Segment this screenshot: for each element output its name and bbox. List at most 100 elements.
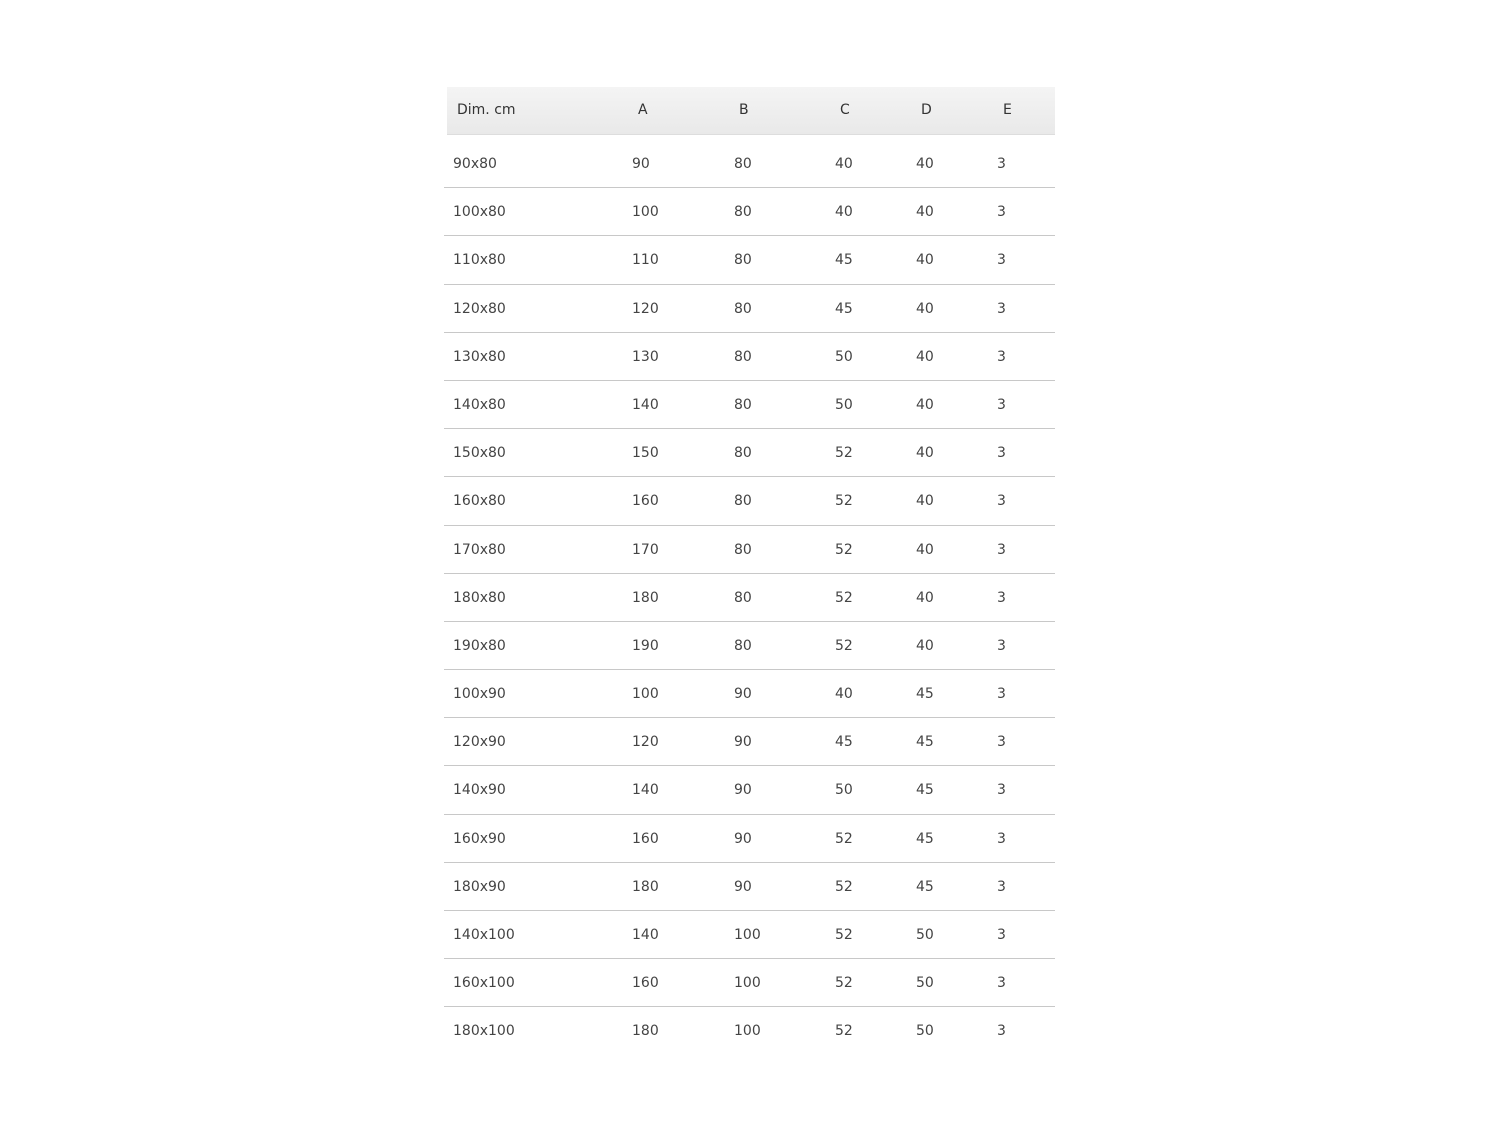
table-cell: 45	[916, 734, 934, 751]
table-cell: 40	[916, 396, 934, 413]
table-cell: 90	[734, 734, 752, 751]
table-cell: 90x80	[453, 156, 497, 172]
table-cell: 160	[632, 830, 659, 847]
table-row: 180x100 180 100 52 50 3	[444, 1007, 1055, 1054]
table-cell: 40	[835, 204, 853, 221]
table-cell: 140x90	[453, 782, 506, 799]
table-row: 140x90 140 90 50 45 3	[444, 766, 1055, 815]
table-row: 180x90 180 90 52 45 3	[444, 863, 1055, 911]
table-cell: 50	[916, 927, 934, 943]
table-cell: 90	[734, 830, 752, 847]
table-cell: 90	[632, 156, 650, 172]
table-cell: 52	[835, 637, 853, 654]
table-cell: 120	[632, 734, 659, 751]
table-cell: 120	[632, 300, 659, 317]
table-cell: 40	[916, 637, 934, 654]
table-row: 100x90 100 90 40 45 3	[444, 670, 1055, 719]
table-row: 120x90 120 90 45 45 3	[444, 718, 1055, 767]
table-cell: 3	[997, 782, 1006, 799]
table-cell: 3	[997, 830, 1006, 847]
column-header-a: A	[638, 102, 648, 118]
table-cell: 52	[835, 1023, 853, 1040]
table-cell: 52	[835, 589, 853, 606]
table-row: 100x80 100 80 40 40 3	[444, 188, 1055, 237]
table-cell: 100	[734, 1023, 761, 1040]
table-cell: 40	[916, 348, 934, 365]
table-cell: 3	[997, 927, 1006, 943]
table-cell: 80	[734, 589, 752, 606]
table-cell: 3	[997, 348, 1006, 365]
table-cell: 160x80	[453, 493, 506, 510]
table-cell: 52	[835, 493, 853, 510]
table-cell: 3	[997, 396, 1006, 413]
table-cell: 140	[632, 927, 659, 943]
column-header-c: C	[840, 102, 850, 118]
table-cell: 50	[835, 348, 853, 365]
table-cell: 80	[734, 493, 752, 510]
table-cell: 100x80	[453, 204, 506, 221]
table-cell: 100	[632, 204, 659, 221]
table-cell: 160x90	[453, 830, 506, 847]
table-cell: 190	[632, 637, 659, 654]
table-cell: 190x80	[453, 637, 506, 654]
table-cell: 45	[916, 830, 934, 847]
table-cell: 180x90	[453, 878, 506, 895]
table-cell: 160	[632, 975, 659, 992]
table-cell: 80	[734, 204, 752, 221]
table-row: 150x80 150 80 52 40 3	[444, 429, 1055, 478]
table-row: 190x80 190 80 52 40 3	[444, 622, 1055, 671]
table-cell: 100x90	[453, 686, 506, 703]
table-cell: 80	[734, 156, 752, 172]
table-cell: 40	[916, 541, 934, 558]
table-header: Dim. cm A B C D E	[447, 87, 1055, 135]
table-cell: 52	[835, 541, 853, 558]
table-cell: 140x100	[453, 927, 515, 943]
table-cell: 52	[835, 927, 853, 943]
table-cell: 3	[997, 637, 1006, 654]
table-cell: 45	[835, 252, 853, 269]
table-cell: 3	[997, 1023, 1006, 1040]
table-cell: 3	[997, 686, 1006, 703]
table-cell: 3	[997, 300, 1006, 317]
table-cell: 40	[916, 204, 934, 221]
table-cell: 45	[835, 734, 853, 751]
table-cell: 170	[632, 541, 659, 558]
table-cell: 3	[997, 204, 1006, 221]
table-cell: 40	[916, 156, 934, 172]
table-row: 140x80 140 80 50 40 3	[444, 381, 1055, 430]
table-cell: 3	[997, 734, 1006, 751]
table-cell: 160	[632, 493, 659, 510]
dimensions-table: Dim. cm A B C D E 90x80 90 80 40 40 3 100x80 100 80 40…	[444, 87, 1055, 1055]
table-row: 90x80 90 80 40 40 3	[444, 140, 1055, 189]
table-cell: 40	[835, 156, 853, 172]
table-row: 130x80 130 80 50 40 3	[444, 333, 1055, 381]
table-cell: 140	[632, 396, 659, 413]
table-cell: 3	[997, 445, 1006, 462]
table-cell: 90	[734, 878, 752, 895]
table-cell: 52	[835, 830, 853, 847]
table-cell: 160x100	[453, 975, 515, 992]
table-cell: 45	[835, 300, 853, 317]
table-cell: 80	[734, 300, 752, 317]
table-cell: 80	[734, 252, 752, 269]
table-cell: 3	[997, 589, 1006, 606]
table-cell: 52	[835, 878, 853, 895]
table-cell: 140	[632, 782, 659, 799]
table-cell: 3	[997, 975, 1006, 992]
table-cell: 45	[916, 686, 934, 703]
table-cell: 40	[916, 445, 934, 462]
table-cell: 180x80	[453, 589, 506, 606]
table-cell: 52	[835, 445, 853, 462]
table-row: 140x100 140 100 52 50 3	[444, 911, 1055, 960]
table-cell: 50	[916, 1023, 934, 1040]
table-cell: 50	[835, 396, 853, 413]
table-cell: 90	[734, 686, 752, 703]
table-cell: 50	[916, 975, 934, 992]
table-cell: 100	[734, 975, 761, 992]
table-row: 180x80 180 80 52 40 3	[444, 574, 1055, 622]
table-cell: 40	[916, 252, 934, 269]
table-cell: 150x80	[453, 445, 506, 462]
table-row: 160x90 160 90 52 45 3	[444, 815, 1055, 863]
table-cell: 180	[632, 878, 659, 895]
table-cell: 40	[835, 686, 853, 703]
